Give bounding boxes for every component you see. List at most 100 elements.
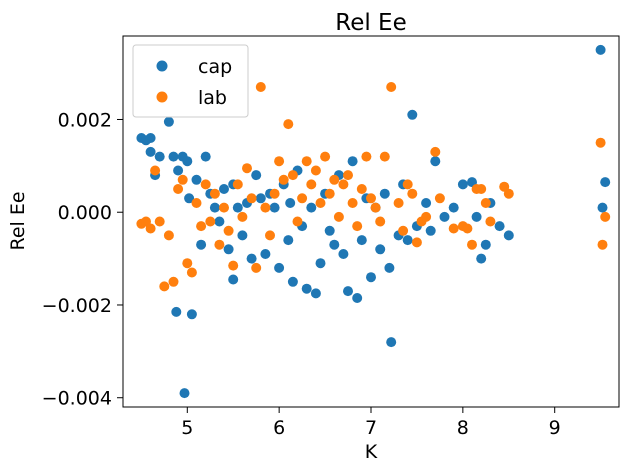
point-cap [324, 225, 335, 236]
x-axis: 5 6 7 8 9 [181, 407, 561, 439]
point-lab [232, 179, 243, 190]
point-lab [329, 174, 340, 185]
point-cap [402, 235, 413, 246]
point-cap [223, 244, 234, 255]
point-lab [411, 237, 422, 248]
point-cap [200, 151, 211, 162]
x-tick-label: 8 [457, 417, 469, 439]
point-lab [186, 267, 197, 278]
point-lab [246, 193, 257, 204]
y-axis-label: Rel Ee [7, 191, 29, 250]
point-cap [163, 116, 174, 127]
point-cap [476, 253, 487, 264]
legend-marker-cap [156, 60, 168, 72]
point-cap [430, 156, 441, 167]
point-lab [228, 260, 239, 271]
x-tick-label: 5 [181, 417, 193, 439]
point-lab [150, 165, 161, 176]
point-cap [503, 230, 514, 241]
point-cap [600, 177, 611, 188]
point-cap [329, 239, 340, 250]
point-lab [265, 230, 275, 241]
point-lab [310, 165, 321, 176]
point-lab [597, 239, 608, 250]
point-cap [186, 309, 197, 320]
point-cap [310, 288, 321, 299]
point-lab [159, 281, 170, 292]
point-lab [283, 119, 294, 130]
point-cap [251, 170, 262, 181]
point-lab [600, 211, 611, 222]
legend-label-cap: cap [198, 56, 232, 78]
point-cap [595, 44, 606, 55]
point-lab [196, 221, 207, 232]
point-cap [356, 235, 367, 246]
point-lab [375, 216, 386, 227]
y-tick-label: −0.004 [42, 388, 112, 410]
point-lab [379, 151, 390, 162]
point-cap [145, 146, 156, 157]
point-lab [503, 188, 514, 199]
point-lab [292, 216, 303, 227]
point-lab [333, 211, 344, 222]
point-cap [182, 156, 193, 167]
point-lab [269, 188, 280, 199]
point-cap [352, 293, 363, 303]
x-axis-label: K [365, 441, 378, 463]
point-cap [171, 306, 182, 317]
point-cap [232, 202, 243, 213]
point-lab [242, 163, 252, 174]
point-lab [421, 211, 432, 222]
y-axis: −0.004 −0.002 0.000 0.002 [42, 109, 123, 410]
point-cap [379, 188, 390, 199]
point-cap [260, 249, 271, 259]
point-lab [343, 170, 353, 181]
point-cap [255, 193, 266, 204]
point-lab [297, 193, 308, 204]
point-cap [494, 221, 505, 232]
point-lab [260, 202, 271, 213]
point-lab [361, 151, 372, 162]
point-lab [467, 239, 477, 250]
point-lab [306, 179, 317, 190]
point-cap [448, 202, 459, 213]
point-lab [255, 82, 266, 92]
point-lab [251, 262, 262, 273]
point-lab [595, 137, 606, 148]
point-lab [366, 193, 376, 204]
point-cap [191, 174, 202, 185]
point-cap [214, 216, 225, 227]
legend-label-lab: lab [198, 87, 227, 109]
point-lab [386, 82, 397, 92]
legend: cap lab [132, 44, 249, 118]
point-cap [386, 337, 397, 348]
point-lab [430, 146, 441, 157]
point-cap [184, 193, 195, 204]
point-cap [274, 262, 285, 273]
point-cap [154, 151, 165, 162]
point-cap [407, 109, 418, 120]
data-points [136, 44, 611, 399]
point-cap [237, 230, 248, 241]
point-lab [370, 202, 381, 213]
x-tick-label: 7 [365, 417, 377, 439]
point-cap [209, 202, 220, 213]
point-lab [278, 174, 289, 185]
point-lab [182, 258, 193, 269]
point-lab [154, 216, 165, 227]
point-lab [448, 223, 459, 234]
point-lab [223, 225, 234, 236]
point-lab [347, 198, 358, 208]
point-lab [274, 156, 285, 167]
point-cap [597, 202, 608, 213]
point-cap [246, 253, 257, 264]
point-cap [375, 244, 386, 255]
point-lab [462, 223, 473, 234]
point-cap [269, 202, 280, 213]
point-lab [177, 174, 188, 185]
legend-marker-lab [156, 91, 168, 103]
point-lab [219, 202, 229, 213]
point-lab [356, 184, 367, 194]
point-lab [287, 170, 298, 181]
point-lab [324, 188, 335, 199]
